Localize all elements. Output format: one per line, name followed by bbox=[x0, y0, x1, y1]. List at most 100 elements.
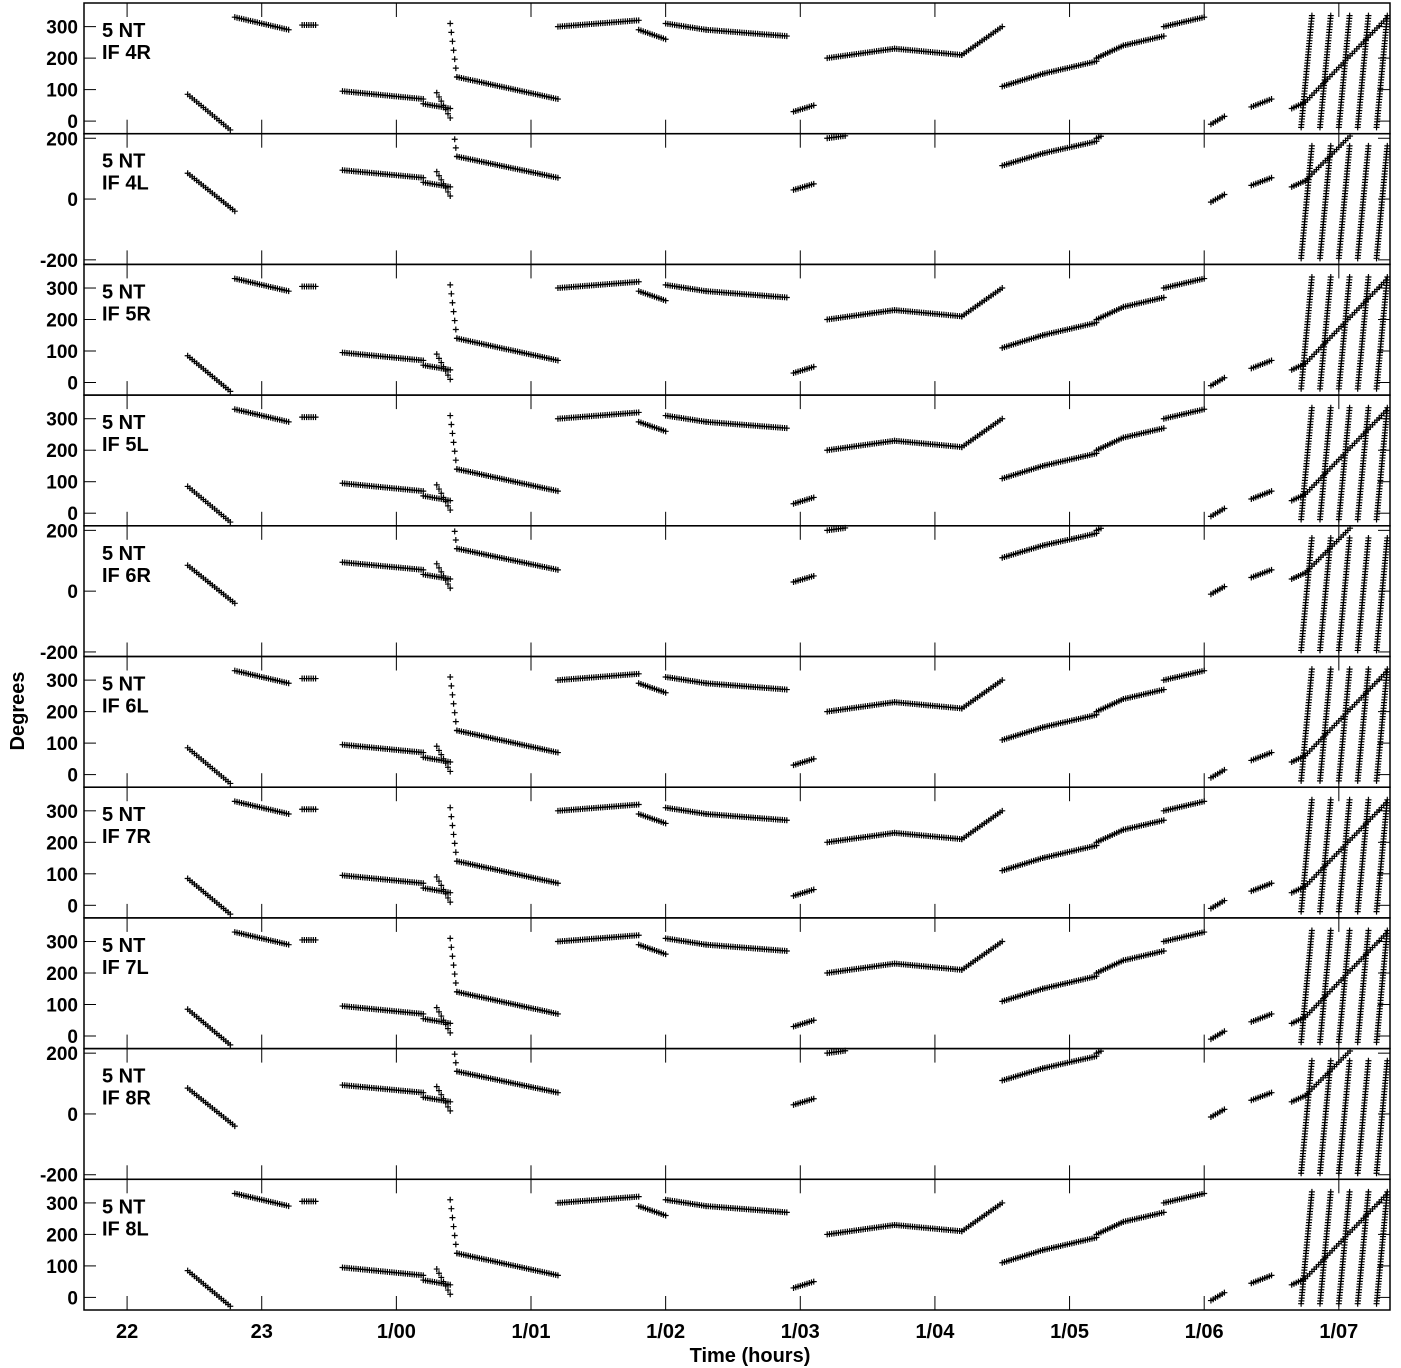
data-point bbox=[554, 488, 561, 495]
data-point bbox=[448, 813, 455, 820]
data-point bbox=[285, 418, 292, 425]
data-point bbox=[1308, 796, 1315, 803]
data-point bbox=[231, 208, 238, 215]
data-point bbox=[440, 363, 447, 370]
panel-frame bbox=[83, 786, 1391, 919]
data-point bbox=[227, 519, 234, 526]
data-point bbox=[1327, 273, 1334, 280]
data-point bbox=[1384, 142, 1391, 149]
panel-marks bbox=[184, 666, 1391, 787]
data-point bbox=[1365, 796, 1372, 803]
data-point bbox=[444, 188, 451, 195]
data-point bbox=[438, 176, 445, 183]
data-point bbox=[435, 172, 442, 179]
data-point bbox=[810, 102, 817, 109]
data-point bbox=[435, 93, 442, 100]
panel-marks bbox=[184, 132, 1391, 262]
data-point bbox=[451, 840, 458, 847]
data-point bbox=[1308, 666, 1315, 673]
data-point bbox=[842, 524, 849, 531]
panel-marks bbox=[184, 273, 1391, 395]
data-point bbox=[285, 288, 292, 295]
data-point bbox=[452, 144, 459, 151]
data-point bbox=[1268, 96, 1275, 103]
data-point bbox=[1365, 142, 1372, 149]
data-point bbox=[312, 22, 319, 29]
data-point bbox=[442, 106, 449, 113]
panel-frames bbox=[83, 2, 1391, 1311]
data-point bbox=[450, 962, 457, 969]
data-point bbox=[440, 494, 447, 501]
data-point bbox=[312, 414, 319, 421]
data-point bbox=[1346, 142, 1353, 149]
data-point bbox=[1346, 273, 1353, 280]
data-point bbox=[452, 979, 459, 986]
data-point bbox=[1384, 404, 1391, 411]
data-point bbox=[1201, 14, 1208, 21]
data-point bbox=[1308, 12, 1315, 19]
data-point bbox=[1097, 525, 1104, 532]
data-point bbox=[1346, 12, 1353, 19]
data-point bbox=[440, 180, 447, 187]
data-point bbox=[447, 366, 454, 373]
data-point bbox=[999, 285, 1006, 292]
data-point bbox=[447, 497, 454, 504]
data-point bbox=[435, 486, 442, 493]
data-point bbox=[449, 822, 456, 829]
data-point bbox=[438, 490, 445, 497]
data-point bbox=[554, 566, 561, 573]
data-point bbox=[1221, 113, 1228, 120]
data-point bbox=[1327, 142, 1334, 149]
data-point bbox=[447, 105, 454, 112]
data-point bbox=[447, 575, 454, 582]
data-point bbox=[442, 498, 449, 505]
data-point bbox=[433, 351, 440, 358]
data-point bbox=[554, 96, 561, 103]
data-point bbox=[442, 184, 449, 191]
data-point bbox=[1384, 12, 1391, 19]
data-point bbox=[1160, 294, 1167, 301]
data-point bbox=[842, 132, 849, 139]
data-point bbox=[440, 572, 447, 579]
data-point bbox=[635, 409, 642, 416]
data-point bbox=[635, 17, 642, 24]
panel-marks bbox=[184, 12, 1391, 133]
data-point bbox=[449, 299, 456, 306]
panel-frame bbox=[83, 1047, 1391, 1181]
data-point bbox=[999, 415, 1006, 422]
data-point bbox=[448, 290, 455, 297]
data-point bbox=[783, 425, 790, 432]
panel-frame bbox=[83, 655, 1391, 788]
data-point bbox=[449, 953, 456, 960]
data-point bbox=[451, 709, 458, 716]
panel-marks bbox=[184, 927, 1391, 1048]
data-point bbox=[662, 36, 669, 43]
data-point bbox=[448, 944, 455, 951]
data-point bbox=[452, 326, 459, 333]
data-point bbox=[433, 481, 440, 488]
data-point bbox=[312, 283, 319, 290]
data-point bbox=[999, 23, 1006, 30]
data-point bbox=[433, 89, 440, 96]
panel-frame bbox=[83, 2, 1391, 135]
data-point bbox=[1327, 534, 1334, 541]
data-point bbox=[662, 428, 669, 435]
panel-frame bbox=[83, 132, 1391, 266]
data-point bbox=[438, 568, 445, 575]
data-point bbox=[451, 56, 458, 63]
data-point bbox=[1268, 566, 1275, 573]
data-point bbox=[1201, 275, 1208, 282]
data-point bbox=[1327, 404, 1334, 411]
data-point bbox=[231, 600, 238, 607]
data-point bbox=[1346, 534, 1353, 541]
data-point bbox=[444, 581, 451, 588]
data-point bbox=[810, 180, 817, 187]
data-point bbox=[440, 102, 447, 109]
data-point bbox=[450, 831, 457, 838]
data-point bbox=[1365, 534, 1372, 541]
data-point bbox=[1327, 796, 1334, 803]
data-point bbox=[635, 278, 642, 285]
data-point bbox=[783, 33, 790, 40]
data-point bbox=[662, 297, 669, 304]
